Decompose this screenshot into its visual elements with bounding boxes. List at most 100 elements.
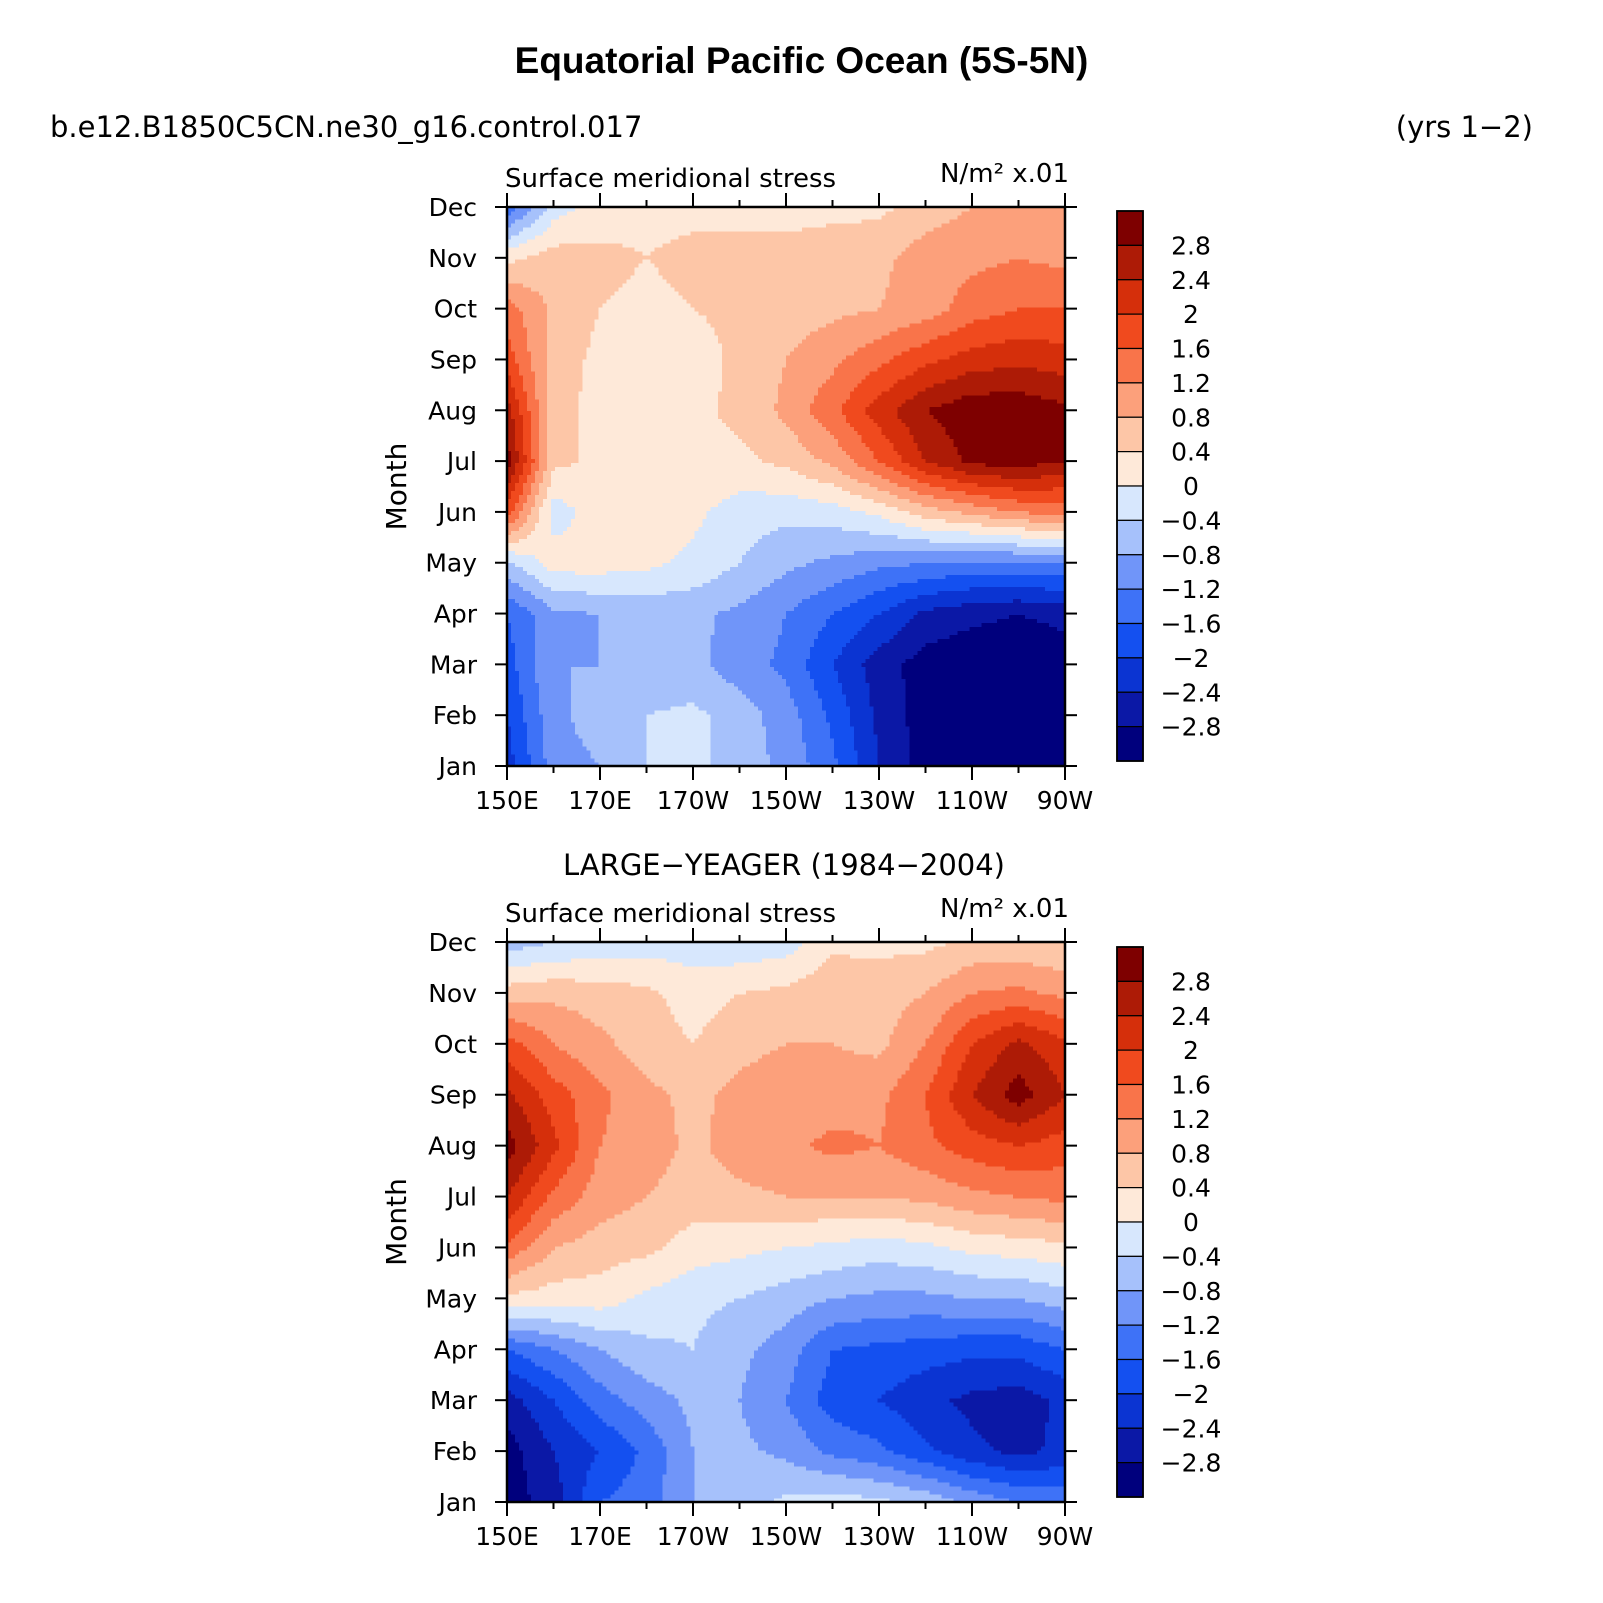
contour-cell (526, 622, 532, 627)
contour-cell (566, 738, 572, 743)
contour-cell (829, 722, 835, 727)
contour-cell (590, 682, 596, 687)
contour-cell (538, 706, 544, 711)
contour-cell (634, 702, 640, 707)
contour-cell (634, 642, 640, 647)
contour-cell (929, 746, 935, 751)
contour-cell (738, 646, 743, 651)
contour-cell (678, 722, 683, 727)
contour-cell (558, 714, 564, 719)
contour-cell (849, 702, 855, 707)
contour-cell (993, 686, 998, 691)
contour-cell (1057, 722, 1062, 727)
contour-cell (877, 726, 883, 731)
contour-cell (578, 678, 584, 683)
contour-cell (782, 678, 787, 683)
contour-cell (917, 734, 923, 739)
contour-cell (1009, 630, 1014, 635)
contour-cell (642, 742, 648, 747)
contour-cell (742, 726, 747, 731)
contour-cell (857, 730, 863, 735)
contour-cell (1057, 658, 1062, 663)
contour-cell (590, 714, 596, 719)
contour-cell (542, 674, 548, 679)
contour-cell (546, 746, 552, 751)
contour-cell (1017, 626, 1022, 631)
contour-cell (853, 734, 859, 739)
contour-cell (650, 714, 656, 719)
contour-cell (949, 678, 954, 683)
contour-cell (933, 642, 939, 647)
contour-cell (837, 714, 843, 719)
contour-cell (881, 714, 887, 719)
contour-cell (821, 698, 827, 703)
contour-cell (1017, 722, 1022, 727)
contour-cell (909, 634, 915, 639)
contour-cell (993, 690, 998, 695)
contour-cell (758, 702, 763, 707)
contour-cell (877, 698, 883, 703)
contour-cell (566, 730, 572, 735)
contour-cell (817, 634, 823, 639)
contour-cell (558, 742, 564, 747)
contour-cell (654, 626, 660, 631)
contour-cell (662, 750, 668, 755)
contour-cell (774, 762, 779, 767)
contour-cell (786, 654, 791, 659)
contour-cell (897, 638, 903, 643)
contour-cell (893, 638, 899, 643)
contour-cell (654, 702, 660, 707)
contour-cell (805, 658, 811, 663)
contour-cell (550, 742, 556, 747)
contour-cell (1001, 638, 1006, 643)
contour-cell (921, 734, 927, 739)
contour-cell (550, 666, 556, 671)
contour-cell (1017, 762, 1022, 767)
contour-cell (630, 754, 636, 759)
contour-cell (905, 686, 911, 691)
contour-cell (845, 726, 851, 731)
contour-cell (977, 678, 982, 683)
contour-cell (582, 634, 588, 639)
contour-cell (945, 742, 951, 747)
contour-cell (554, 714, 560, 719)
contour-cell (586, 722, 592, 727)
contour-cell (542, 750, 548, 755)
contour-cell (793, 642, 799, 647)
contour-cell (877, 730, 883, 735)
contour-cell (1061, 746, 1066, 751)
contour-cell (558, 762, 564, 767)
contour-cell (610, 730, 616, 735)
contour-cell (905, 762, 911, 767)
contour-cell (570, 658, 576, 663)
contour-cell (1021, 686, 1026, 691)
contour-cell (642, 714, 648, 719)
contour-cell (622, 674, 628, 679)
contour-cell (658, 622, 664, 627)
contour-cell (809, 698, 815, 703)
contour-cell (774, 642, 779, 647)
contour-cell (945, 734, 951, 739)
contour-cell (626, 638, 632, 643)
contour-cell (766, 754, 771, 759)
contour-cell (845, 686, 851, 691)
contour-cell (1033, 750, 1038, 755)
contour-cell (825, 726, 831, 731)
contour-cell (730, 654, 735, 659)
contour-cell (542, 706, 548, 711)
contour-cell (618, 646, 624, 651)
contour-cell (602, 710, 608, 715)
contour-cell (626, 762, 632, 767)
contour-cell (813, 658, 819, 663)
contour-cell (889, 670, 895, 675)
contour-cell (662, 718, 668, 723)
contour-cell (901, 754, 907, 759)
contour-cell (1025, 702, 1030, 707)
contour-cell (650, 650, 656, 655)
contour-cell (658, 678, 664, 683)
contour-cell (929, 706, 935, 711)
contour-cell (869, 666, 875, 671)
contour-cell (941, 742, 947, 747)
contour-cell (989, 666, 994, 671)
contour-cell (849, 734, 855, 739)
